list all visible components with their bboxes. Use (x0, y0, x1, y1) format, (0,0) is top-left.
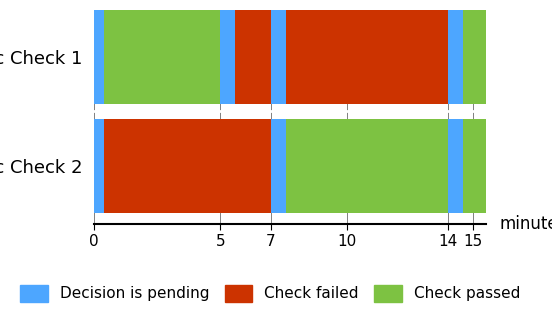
Text: minutes: minutes (500, 215, 552, 233)
Legend: Decision is pending, Check failed, Check passed: Decision is pending, Check failed, Check… (14, 278, 527, 308)
